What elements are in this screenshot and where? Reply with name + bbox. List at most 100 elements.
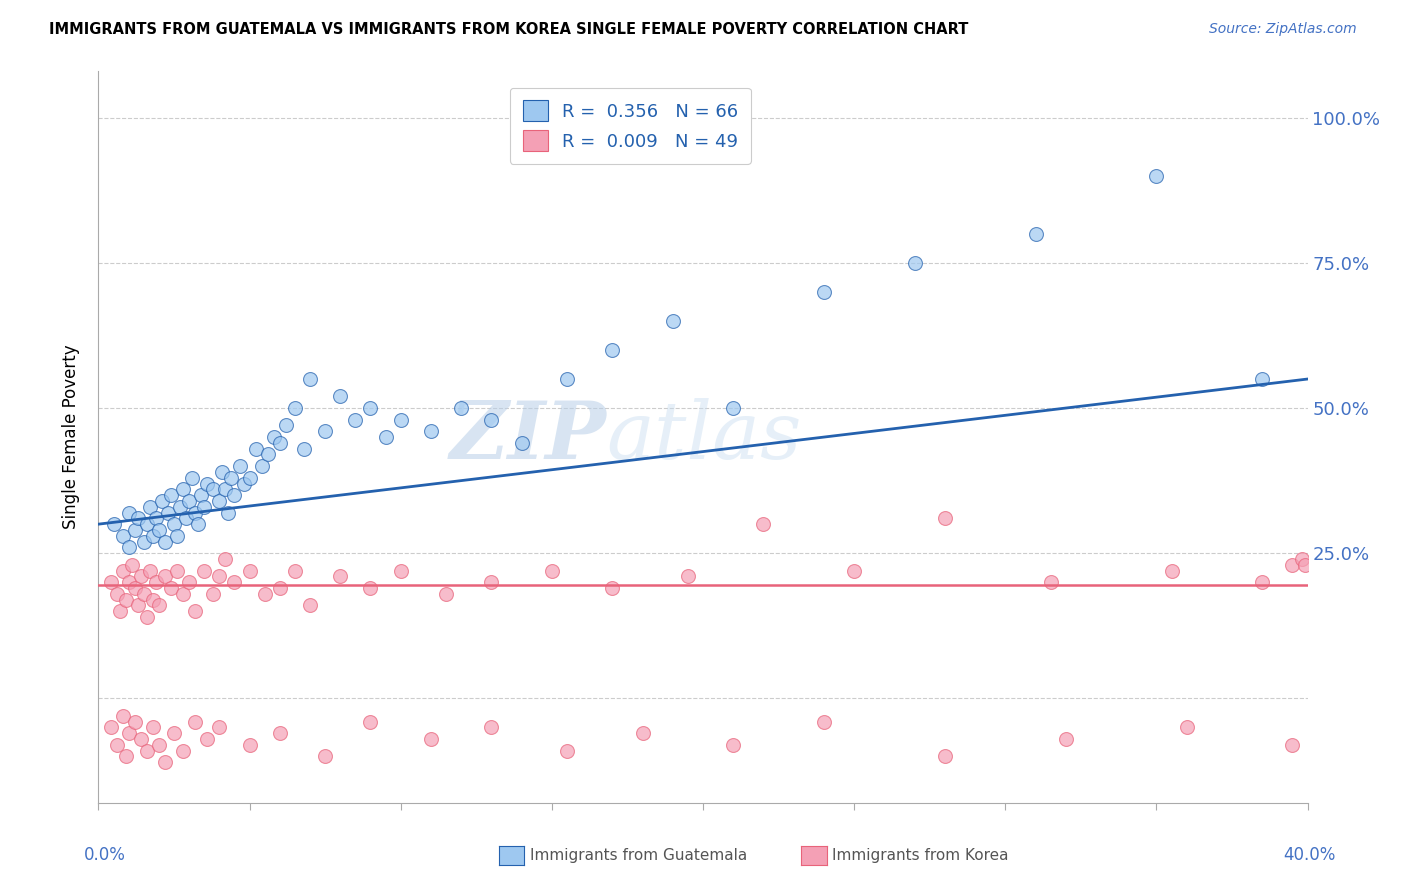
Point: [217, 506, 239, 520]
Point: [195, 476, 218, 491]
Point: [229, 459, 252, 474]
Point: [245, 442, 267, 456]
Point: [555, 743, 578, 757]
Point: [253, 587, 276, 601]
Point: [263, 430, 285, 444]
Point: [1281, 558, 1303, 572]
Point: [187, 517, 209, 532]
Point: [193, 564, 215, 578]
Point: [190, 488, 212, 502]
Point: [844, 564, 866, 578]
Point: [1175, 720, 1198, 734]
Point: [221, 471, 243, 485]
Point: [145, 511, 167, 525]
Point: [1039, 575, 1062, 590]
Point: [256, 448, 278, 462]
Point: [813, 714, 835, 729]
Point: [1294, 558, 1316, 572]
Point: [1144, 169, 1167, 183]
Point: [299, 372, 322, 386]
Point: [148, 599, 170, 613]
Point: [127, 511, 149, 525]
Point: [124, 523, 146, 537]
Point: [132, 587, 155, 601]
Point: [904, 256, 927, 270]
Point: [723, 401, 745, 415]
Point: [934, 511, 956, 525]
Point: [389, 564, 412, 578]
Point: [160, 581, 183, 595]
Point: [100, 720, 122, 734]
Point: [172, 587, 194, 601]
Point: [434, 587, 457, 601]
Point: [284, 401, 307, 415]
Point: [752, 517, 775, 532]
Point: [135, 610, 157, 624]
Point: [602, 343, 624, 357]
Text: Source: ZipAtlas.com: Source: ZipAtlas.com: [1209, 22, 1357, 37]
Point: [153, 569, 176, 583]
Point: [193, 500, 215, 514]
Point: [150, 494, 173, 508]
Point: [163, 726, 186, 740]
Legend: R =  0.356   N = 66, R =  0.009   N = 49: R = 0.356 N = 66, R = 0.009 N = 49: [510, 87, 751, 164]
Text: Immigrants from Guatemala: Immigrants from Guatemala: [530, 848, 748, 863]
Point: [118, 726, 141, 740]
Point: [813, 285, 835, 299]
Point: [723, 738, 745, 752]
Point: [132, 534, 155, 549]
Point: [1024, 227, 1046, 241]
Point: [163, 517, 186, 532]
Point: [329, 569, 352, 583]
Point: [1291, 552, 1313, 566]
Point: [540, 564, 562, 578]
Point: [160, 488, 183, 502]
Point: [174, 511, 197, 525]
Point: [195, 731, 218, 746]
Point: [555, 372, 578, 386]
Point: [211, 465, 233, 479]
Point: [602, 581, 624, 595]
Text: ZIP: ZIP: [450, 399, 606, 475]
Point: [239, 738, 262, 752]
Point: [139, 564, 162, 578]
Point: [208, 569, 231, 583]
Point: [139, 500, 162, 514]
Point: [481, 575, 503, 590]
Point: [360, 581, 382, 595]
Point: [1251, 575, 1274, 590]
Text: IMMIGRANTS FROM GUATEMALA VS IMMIGRANTS FROM KOREA SINGLE FEMALE POVERTY CORRELA: IMMIGRANTS FROM GUATEMALA VS IMMIGRANTS …: [49, 22, 969, 37]
Point: [360, 714, 382, 729]
Point: [224, 575, 246, 590]
Point: [661, 314, 683, 328]
Point: [1281, 738, 1303, 752]
Point: [284, 564, 307, 578]
Point: [214, 483, 236, 497]
Text: Immigrants from Korea: Immigrants from Korea: [832, 848, 1010, 863]
Point: [100, 575, 122, 590]
Point: [269, 436, 291, 450]
Point: [118, 541, 141, 555]
Point: [118, 506, 141, 520]
Point: [239, 564, 262, 578]
Point: [314, 749, 336, 764]
Point: [299, 599, 322, 613]
Point: [224, 488, 246, 502]
Point: [108, 604, 131, 618]
Point: [292, 442, 315, 456]
Point: [129, 569, 152, 583]
Text: 40.0%: 40.0%: [1284, 846, 1336, 863]
Point: [329, 389, 352, 403]
Text: atlas: atlas: [606, 399, 801, 475]
Point: [118, 575, 141, 590]
Y-axis label: Single Female Poverty: Single Female Poverty: [62, 345, 80, 529]
Point: [631, 726, 654, 740]
Point: [250, 459, 273, 474]
Point: [172, 743, 194, 757]
Point: [374, 430, 396, 444]
Point: [934, 749, 956, 764]
Point: [135, 517, 157, 532]
Point: [169, 500, 191, 514]
Point: [208, 494, 231, 508]
Point: [420, 424, 443, 438]
